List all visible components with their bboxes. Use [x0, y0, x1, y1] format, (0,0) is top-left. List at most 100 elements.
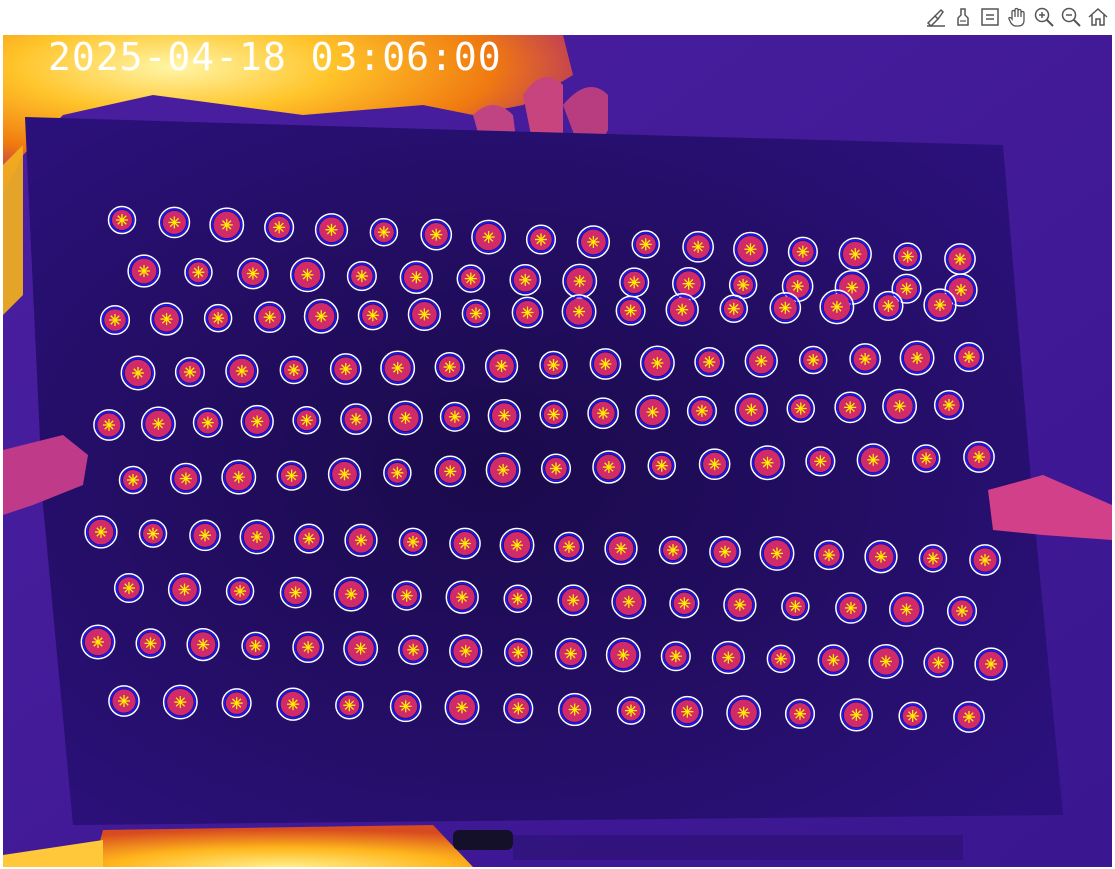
detected-point	[140, 520, 167, 547]
detected-point	[341, 404, 371, 434]
thermal-image-axes[interactable]: 2025-04-18 03:06:00	[3, 35, 1112, 867]
detected-point	[955, 343, 984, 372]
detected-point	[171, 463, 201, 493]
detected-point	[760, 537, 793, 570]
detected-point	[190, 520, 220, 550]
detected-point	[695, 348, 724, 377]
detected-point	[277, 461, 306, 490]
detected-point	[446, 581, 478, 613]
detected-point	[176, 358, 205, 387]
detected-point	[293, 632, 323, 662]
detected-point	[662, 642, 691, 671]
detected-point	[435, 353, 464, 382]
home-icon	[1087, 6, 1109, 28]
data-tips-icon	[952, 6, 974, 28]
detected-point	[734, 233, 767, 266]
detected-point	[348, 262, 377, 291]
detected-point	[128, 255, 160, 287]
detected-point	[205, 305, 232, 332]
detected-point	[472, 220, 505, 253]
detected-point	[835, 392, 865, 422]
detected-point	[894, 243, 921, 270]
detected-point	[899, 702, 926, 729]
detected-point	[605, 533, 637, 565]
detected-point	[370, 219, 397, 246]
detected-point	[815, 541, 844, 570]
detected-point	[840, 699, 872, 731]
detected-point	[293, 407, 320, 434]
detected-point	[242, 632, 269, 659]
home-button[interactable]	[1085, 3, 1111, 31]
detected-point	[334, 577, 367, 610]
detected-point	[636, 395, 669, 428]
detected-point	[280, 357, 307, 384]
detected-point	[486, 453, 519, 486]
detected-point	[865, 541, 897, 573]
detected-point	[462, 300, 489, 327]
detected-point	[435, 456, 465, 486]
detected-point	[542, 454, 571, 483]
detected-point	[295, 524, 324, 553]
zoom-out-button[interactable]	[1058, 3, 1084, 31]
detected-point	[727, 696, 760, 729]
restore-view-button[interactable]	[977, 3, 1003, 31]
detected-point	[281, 578, 311, 608]
detected-point	[81, 625, 114, 658]
detected-point	[607, 638, 640, 671]
detected-point	[839, 238, 871, 270]
axes-toolbar	[923, 2, 1111, 32]
detected-point	[924, 289, 956, 321]
detected-point	[954, 702, 984, 732]
detected-point	[381, 351, 414, 384]
detected-point	[94, 410, 124, 440]
detected-point	[255, 302, 285, 332]
detected-point	[238, 258, 268, 288]
detected-point	[935, 391, 964, 420]
detected-point	[857, 444, 889, 476]
detected-point	[683, 232, 713, 262]
detected-point	[185, 259, 212, 286]
detected-point	[331, 354, 361, 384]
zoom-out-icon	[1060, 6, 1082, 28]
detected-point	[588, 398, 618, 428]
brush-button[interactable]	[923, 3, 949, 31]
detected-point	[540, 401, 567, 428]
detected-point	[670, 589, 699, 618]
detected-point	[384, 459, 411, 486]
zoom-in-button[interactable]	[1031, 3, 1057, 31]
timestamp-overlay: 2025-04-18 03:06:00	[48, 35, 502, 79]
detected-point	[948, 597, 977, 626]
detected-point	[975, 648, 1007, 680]
detected-point	[142, 407, 175, 440]
detected-point	[109, 686, 139, 716]
detected-point	[486, 350, 518, 382]
detected-point	[226, 355, 258, 387]
detected-point	[169, 574, 201, 606]
detected-point	[964, 442, 994, 472]
detected-point	[400, 528, 427, 555]
detected-point	[527, 225, 556, 254]
detected-point	[612, 585, 645, 618]
detected-point	[408, 298, 440, 330]
detected-point	[883, 389, 916, 422]
detected-point	[945, 244, 975, 274]
detected-point	[120, 467, 147, 494]
detected-point	[151, 303, 183, 335]
detected-point	[391, 691, 421, 721]
zoom-in-icon	[1033, 6, 1055, 28]
detected-point	[558, 585, 588, 615]
detected-point	[720, 295, 747, 322]
detected-point	[241, 406, 273, 438]
detected-point	[800, 347, 827, 374]
detected-point	[666, 294, 698, 326]
detected-point	[710, 537, 740, 567]
detected-point	[329, 458, 361, 490]
detected-point	[620, 268, 649, 297]
detected-point	[159, 207, 189, 237]
detected-point	[730, 271, 757, 298]
pan-button[interactable]	[1004, 3, 1030, 31]
detected-point	[562, 295, 595, 328]
detected-point	[222, 689, 251, 718]
brush-data-icon	[925, 6, 947, 28]
data-tips-button[interactable]	[950, 3, 976, 31]
